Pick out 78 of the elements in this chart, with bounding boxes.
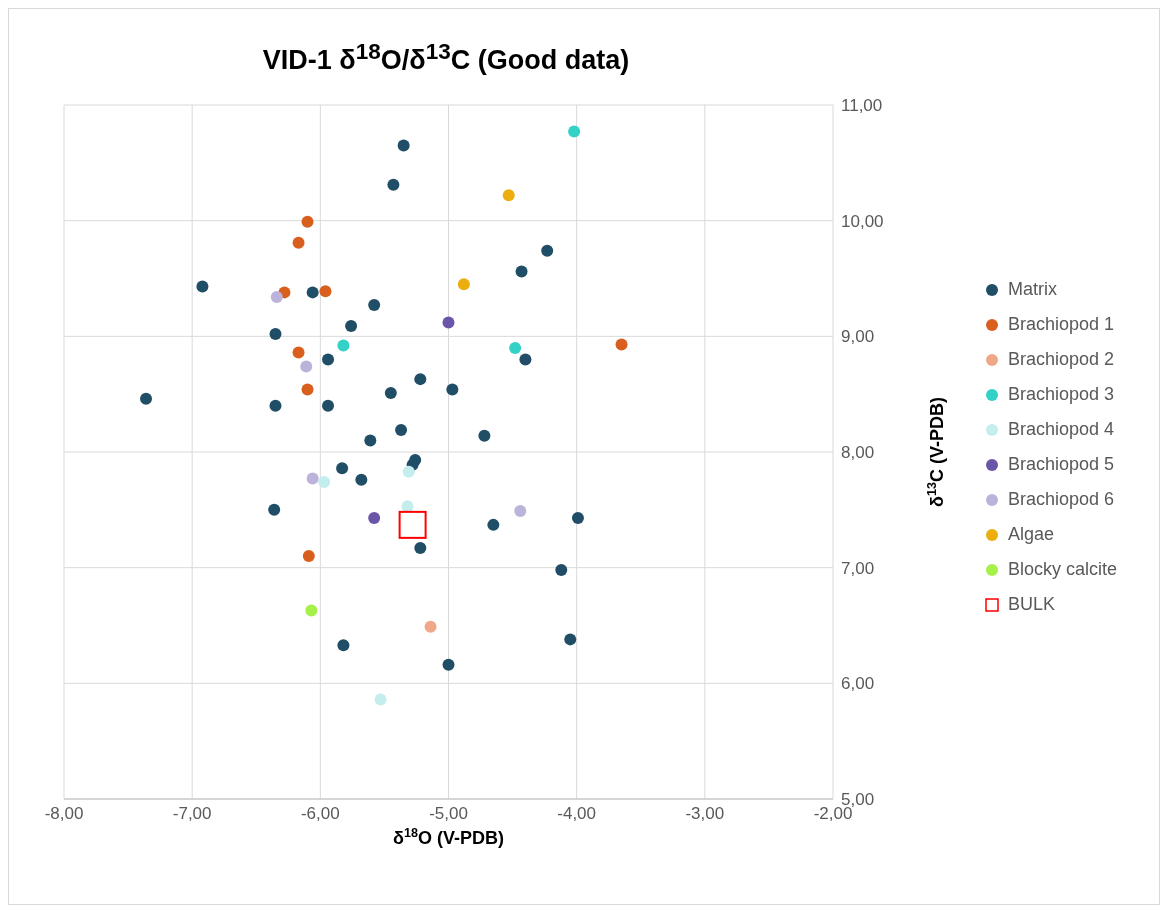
y-tick-label: 7,00 (841, 558, 875, 578)
point (301, 383, 314, 396)
x-axis-title: δ$^{18}$O (V-PDB) (393, 826, 504, 848)
point (541, 244, 554, 257)
legend-label: BULK (1008, 594, 1056, 615)
point (345, 319, 358, 332)
point (270, 291, 283, 304)
point (571, 511, 584, 524)
point (384, 387, 397, 400)
legend-label: Blocky calcite (1008, 559, 1118, 580)
point (442, 658, 455, 671)
legend-label: Brachiopod 3 (1008, 384, 1115, 405)
legend-label: Algae (1008, 524, 1055, 545)
x-tick-label: -3,00 (685, 804, 725, 824)
point (337, 639, 350, 652)
y-tick-label: 8,00 (841, 443, 875, 463)
point (442, 316, 455, 329)
point (300, 360, 313, 373)
point (368, 511, 381, 524)
point (519, 353, 532, 366)
point (414, 373, 427, 386)
legend-label: Brachiopod 1 (1008, 314, 1115, 335)
point (568, 125, 581, 138)
point (322, 353, 335, 366)
point (302, 550, 315, 563)
point (292, 346, 305, 359)
chart-title: VID-1 δ$^{18}$O/δ$^{13}$C (Good data) (261, 39, 631, 76)
y-tick-label: 10,00 (841, 211, 884, 231)
point (424, 620, 437, 633)
point (355, 473, 368, 486)
point (306, 472, 319, 485)
point (487, 518, 500, 531)
x-tick-label: -8,00 (44, 804, 84, 824)
point (196, 280, 209, 293)
point (478, 429, 491, 442)
point (515, 265, 528, 278)
point (555, 563, 568, 576)
point (368, 299, 381, 312)
x-tick-label: -6,00 (300, 804, 340, 824)
point (387, 178, 400, 191)
point (446, 383, 459, 396)
x-tick-label: -7,00 (172, 804, 212, 824)
legend-label: Brachiopod 6 (1008, 489, 1115, 510)
y-tick-label: 9,00 (841, 327, 875, 347)
point (514, 504, 527, 517)
point (398, 510, 427, 539)
point (318, 476, 331, 489)
point (402, 465, 415, 478)
point (306, 286, 319, 299)
point (502, 189, 515, 202)
legend-label: Matrix (1008, 279, 1057, 300)
point (414, 542, 427, 554)
point (319, 285, 332, 298)
point (615, 338, 628, 351)
point (564, 633, 577, 646)
point (305, 604, 318, 617)
legend-label: Brachiopod 4 (1008, 419, 1115, 440)
point (301, 215, 314, 228)
point (269, 399, 282, 412)
point (269, 328, 282, 341)
legend-label: Brachiopod 5 (1008, 454, 1115, 475)
point (457, 278, 470, 291)
x-tick-label: -5,00 (429, 804, 468, 824)
point (337, 339, 350, 352)
y-tick-label: 11,00 (841, 96, 883, 116)
point (364, 434, 377, 447)
point (140, 392, 153, 405)
y-tick-label: 6,00 (841, 674, 875, 694)
x-tick-label: -4,00 (557, 804, 597, 824)
point (509, 341, 522, 354)
point (374, 693, 387, 706)
point (268, 503, 281, 516)
point (397, 139, 410, 152)
point (336, 462, 349, 475)
legend-label: Brachiopod 2 (1008, 349, 1115, 370)
point (395, 424, 408, 437)
point (322, 399, 335, 412)
point (292, 236, 305, 249)
